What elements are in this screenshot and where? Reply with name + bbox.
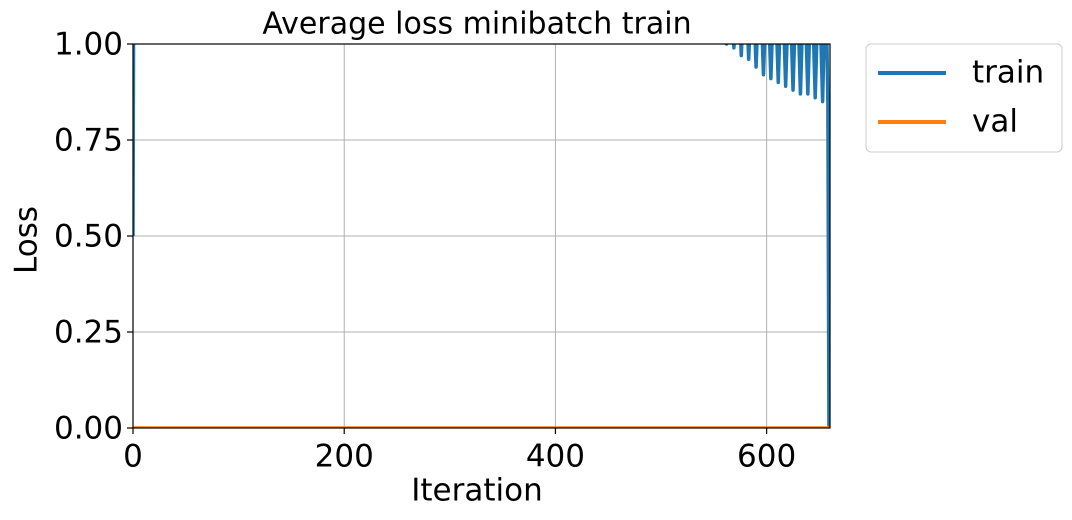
x-tick-label: 600 xyxy=(737,439,796,475)
y-tick-label: 0.25 xyxy=(54,315,123,351)
y-tick-label: 0.50 xyxy=(54,219,123,255)
ticks: 0 200 400 600 0.00 0.25 0.50 0.75 1.00 xyxy=(54,27,796,475)
y-tick-label: 1.00 xyxy=(54,27,123,63)
legend: train val xyxy=(878,55,1044,140)
legend-label: train xyxy=(972,55,1044,91)
legend-label: val xyxy=(972,104,1018,140)
y-tick-label: 0.00 xyxy=(54,411,123,447)
x-tick-label: 200 xyxy=(315,439,374,475)
x-tick-label: 0 xyxy=(123,439,143,475)
chart-title: Average loss minibatch train xyxy=(262,7,691,42)
x-tick-label: 400 xyxy=(526,439,585,475)
x-axis-label: Iteration xyxy=(411,473,543,509)
y-tick-label: 0.75 xyxy=(54,123,123,159)
plot-area xyxy=(133,44,830,428)
y-axis-label: Loss xyxy=(9,206,45,274)
line-series xyxy=(133,44,830,428)
